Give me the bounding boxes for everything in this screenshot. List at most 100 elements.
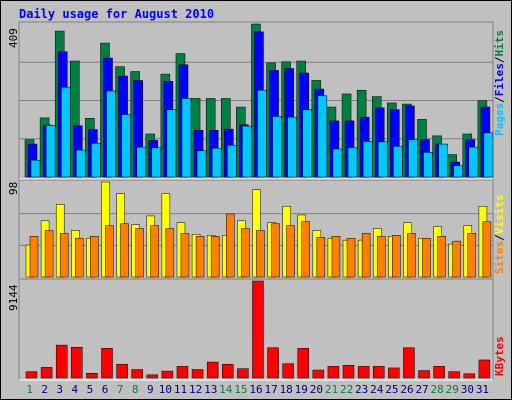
sites-bar [346,237,356,278]
x-tick-label: 10 [159,383,172,396]
x-tick-label: 12 [189,383,202,396]
x-tick-label: 26 [400,383,413,396]
legend-separator: / [493,96,506,103]
pages-bar [181,98,192,178]
sites-bar [467,233,477,278]
x-tick-label: 1 [26,383,33,396]
x-tick-label: 27 [415,383,428,396]
sites-bar [286,225,295,278]
x-tick-label: 7 [117,383,124,396]
sites-bar [150,225,160,278]
sites-bar [361,233,371,278]
pages-bar [287,116,297,178]
sites-bar [241,228,250,278]
kbytes-bar [131,369,143,379]
pages-bar [302,109,312,178]
kbytes-bar [55,344,68,379]
kbytes-bar [252,280,264,379]
sites-bar [75,237,84,278]
kbytes-bar [433,366,445,379]
legend-separator: / [493,56,506,63]
pages-bar [347,147,358,178]
kbytes-bar [418,370,430,379]
sites-bar [392,235,401,278]
pages-bar [468,146,479,178]
x-tick-label: 9 [147,383,154,396]
x-tick-label: 29 [446,383,459,396]
sites-bar [29,236,39,278]
pages-bar [332,148,343,178]
pages-bar [30,159,41,178]
kbytes-bar [372,366,385,379]
sites-bar [407,233,416,278]
pages-bar [166,109,177,178]
x-tick-label: 4 [72,383,79,396]
x-tick-label: 24 [370,383,384,396]
kbytes-bar [448,371,460,379]
x-tick-label: 28 [431,383,444,396]
panel-2-ymax-label: 98 [7,182,20,195]
pages-bar [438,143,448,178]
legend-kbytes: KBytes [493,336,506,376]
x-tick-label: 19 [295,383,308,396]
pages-bar [257,89,267,178]
sites-bar [452,240,461,278]
kbytes-bar [71,346,83,379]
kbytes-bar [312,369,325,379]
x-tick-label: 23 [355,383,368,396]
pages-bar [317,95,328,178]
kbytes-bar [222,363,234,379]
legend-sites: Sites [493,241,506,274]
x-tick-label: 3 [56,383,63,396]
panel-3-ymax-label: 9144 [7,284,20,311]
kbytes-bar [342,365,355,379]
x-tick-label: 22 [340,383,353,396]
pages-bar [272,116,282,178]
x-tick-label: 5 [87,383,94,396]
kbytes-bar [403,347,415,379]
kbytes-bar [176,366,189,379]
legend-separator: / [493,234,506,241]
pages-bar [45,125,56,178]
sites-bar [422,237,431,278]
x-tick-label: 2 [41,383,48,396]
x-tick-label: 17 [264,383,277,396]
sites-bar [59,233,69,278]
pages-bar [136,146,146,178]
kbytes-bar [86,372,98,379]
sites-bar [271,223,280,278]
sites-bar [331,236,341,278]
x-tick-label: 14 [219,383,233,396]
x-tick-label: 16 [249,383,262,396]
x-tick-label: 30 [461,383,474,396]
pages-bar [121,114,131,178]
kbytes-bar [297,348,309,379]
pages-bar [227,144,237,178]
kbytes-bar [146,374,159,379]
sites-bar [195,236,205,278]
pages-bar [483,132,494,178]
sites-bar [210,236,220,278]
kbytes-bar [237,368,249,379]
sites-bar [180,233,190,278]
kbytes-bar [25,371,38,379]
sites-bar [165,228,175,278]
pages-bar [76,149,86,178]
pages-bar [393,146,403,178]
kbytes-bar [101,348,113,379]
chart-title: Daily usage for August 2010 [19,7,214,21]
x-tick-label: 8 [132,383,139,396]
panel-1-ymax-label: 409 [7,28,20,48]
legend-files: Files [493,63,506,96]
pages-bar [211,147,222,178]
pages-bar [408,139,418,178]
kbytes-bar [282,363,294,379]
panel-1-legend: Pages/Files/Hits [493,30,506,136]
sites-bar [482,221,492,278]
kbytes-bar [161,370,174,379]
sites-bar [256,230,265,278]
sites-bar [90,236,99,278]
pages-bar [151,147,162,178]
